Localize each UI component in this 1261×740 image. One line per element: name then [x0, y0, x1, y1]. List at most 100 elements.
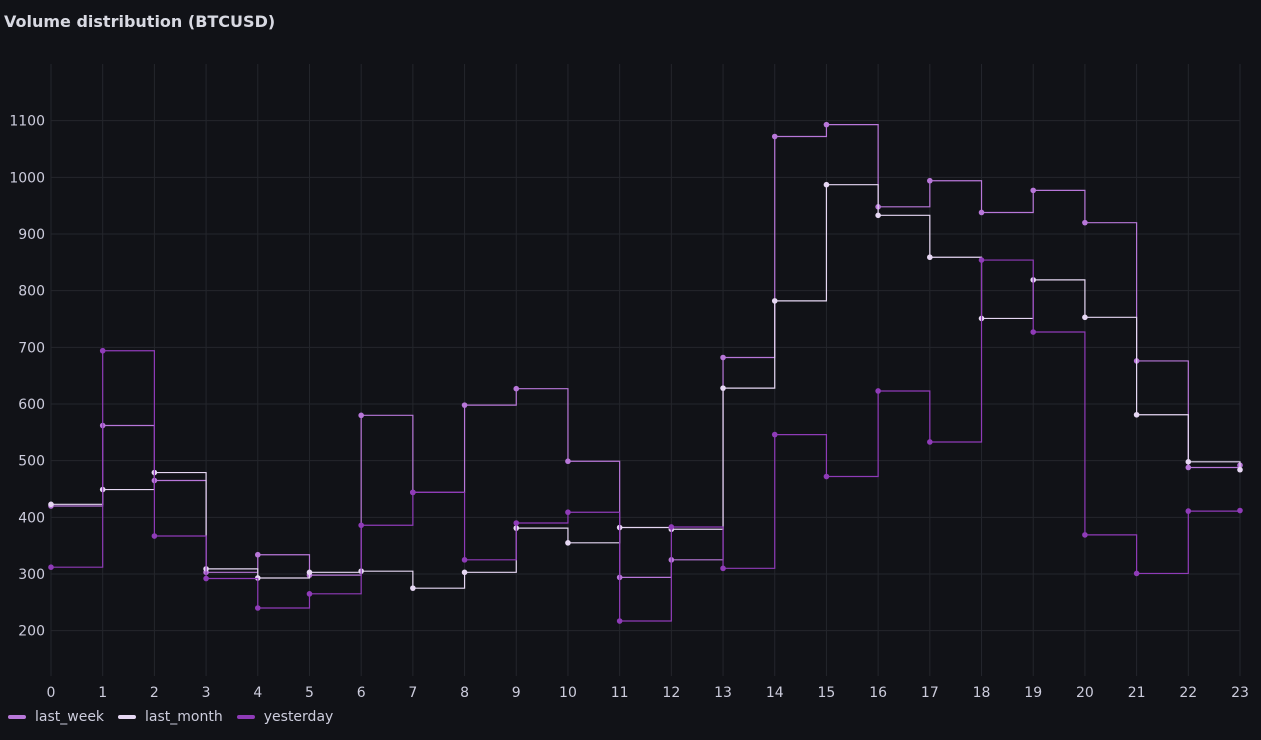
legend-swatch: [8, 715, 26, 719]
data-point[interactable]: [927, 254, 933, 261]
series-line[interactable]: [51, 124, 1241, 578]
x-tick-label: 4: [253, 685, 262, 700]
y-tick-label: 500: [18, 454, 45, 470]
data-point[interactable]: [720, 385, 726, 391]
x-tick-label: 3: [202, 685, 211, 700]
data-point[interactable]: [1082, 314, 1088, 321]
series-line[interactable]: [51, 184, 1241, 589]
data-point[interactable]: [823, 121, 830, 128]
legend-item-last-month[interactable]: last_month: [118, 709, 223, 725]
y-tick-label: 600: [18, 397, 45, 413]
legend-swatch: [118, 715, 137, 719]
series-layer: [48, 121, 1243, 624]
data-point[interactable]: [306, 591, 313, 597]
legend-swatch: [236, 715, 255, 719]
data-point[interactable]: [720, 354, 726, 361]
data-point[interactable]: [48, 501, 54, 508]
x-tick-label: 13: [714, 685, 732, 700]
data-point[interactable]: [1237, 466, 1243, 473]
data-point[interactable]: [410, 489, 416, 496]
x-tick-label: 14: [766, 685, 784, 700]
data-point[interactable]: [461, 557, 468, 563]
x-tick-label: 15: [818, 685, 836, 700]
series-last-week[interactable]: [48, 121, 1243, 581]
data-point[interactable]: [565, 509, 571, 516]
series-last-month[interactable]: [48, 181, 1243, 591]
data-point[interactable]: [254, 551, 261, 558]
data-point[interactable]: [1030, 329, 1037, 335]
data-point[interactable]: [1030, 187, 1037, 194]
series-yesterday[interactable]: [48, 257, 1243, 624]
x-tick-label: 6: [357, 685, 366, 700]
x-tick-label: 21: [1128, 685, 1146, 700]
panel-title: Volume distribution (BTCUSD): [4, 12, 276, 31]
data-point[interactable]: [616, 618, 623, 624]
data-point[interactable]: [513, 385, 520, 392]
x-tick-label: 18: [973, 685, 991, 700]
x-tick-label: 17: [921, 685, 939, 700]
data-point[interactable]: [1185, 508, 1192, 514]
legend-label: last_week: [35, 709, 105, 725]
data-point[interactable]: [823, 473, 830, 480]
data-point[interactable]: [461, 569, 468, 576]
x-tick-label: 23: [1231, 685, 1249, 700]
data-point[interactable]: [565, 458, 571, 465]
data-point[interactable]: [1133, 570, 1140, 577]
y-tick-label: 300: [18, 567, 45, 583]
x-axis-ticks: 0 1 2 3 4 5 6 7 8 9 10 11 12 13 14 15 16 17 18 19 20 21 22 23: [47, 685, 1249, 700]
data-point[interactable]: [875, 212, 881, 219]
y-tick-label: 700: [18, 340, 45, 356]
data-point[interactable]: [48, 564, 54, 570]
y-tick-label: 200: [18, 624, 45, 640]
x-tick-label: 9: [512, 685, 521, 700]
data-point[interactable]: [358, 522, 364, 529]
data-point[interactable]: [875, 388, 881, 394]
data-point[interactable]: [461, 402, 468, 408]
x-tick-label: 8: [460, 685, 469, 700]
data-point[interactable]: [254, 605, 261, 611]
data-point[interactable]: [565, 540, 571, 546]
data-point[interactable]: [513, 520, 520, 526]
x-tick-label: 11: [611, 685, 629, 700]
data-point[interactable]: [1185, 464, 1192, 471]
data-point[interactable]: [358, 412, 364, 419]
y-tick-label: 900: [18, 227, 45, 243]
data-point[interactable]: [410, 585, 416, 591]
legend-label: last_month: [145, 709, 223, 725]
series-line[interactable]: [51, 259, 1241, 622]
data-point[interactable]: [1185, 459, 1192, 465]
legend-label: yesterday: [263, 709, 334, 725]
x-tick-label: 19: [1024, 685, 1042, 700]
y-axis-ticks: 200 300 400 500 600 700 800 900 1000 1100: [9, 114, 45, 640]
data-point[interactable]: [978, 257, 985, 263]
data-point[interactable]: [203, 575, 209, 582]
x-tick-label: 5: [305, 685, 314, 700]
data-point[interactable]: [1082, 532, 1088, 538]
x-tick-label: 10: [559, 685, 577, 700]
legend-item-yesterday[interactable]: yesterday: [236, 709, 334, 725]
data-point[interactable]: [978, 209, 985, 216]
x-tick-label: 0: [47, 685, 56, 700]
legend: last_week last_month yesterday: [8, 709, 333, 725]
data-point[interactable]: [720, 565, 726, 572]
data-point[interactable]: [99, 347, 106, 354]
data-point[interactable]: [771, 431, 778, 438]
data-point[interactable]: [668, 524, 675, 530]
data-point[interactable]: [1237, 507, 1243, 514]
data-point[interactable]: [151, 533, 158, 539]
data-point[interactable]: [927, 177, 933, 184]
legend-item-last-week[interactable]: last_week: [8, 709, 104, 725]
x-tick-label: 1: [98, 685, 107, 700]
data-point[interactable]: [306, 569, 313, 576]
data-point[interactable]: [1082, 219, 1088, 226]
x-tick-label: 12: [662, 685, 680, 700]
data-point[interactable]: [823, 181, 830, 188]
x-tick-label: 20: [1076, 685, 1094, 700]
data-point[interactable]: [771, 133, 778, 140]
data-point[interactable]: [1133, 411, 1140, 418]
data-point[interactable]: [771, 298, 778, 304]
data-point[interactable]: [927, 439, 933, 445]
y-tick-label: 1100: [9, 114, 45, 130]
